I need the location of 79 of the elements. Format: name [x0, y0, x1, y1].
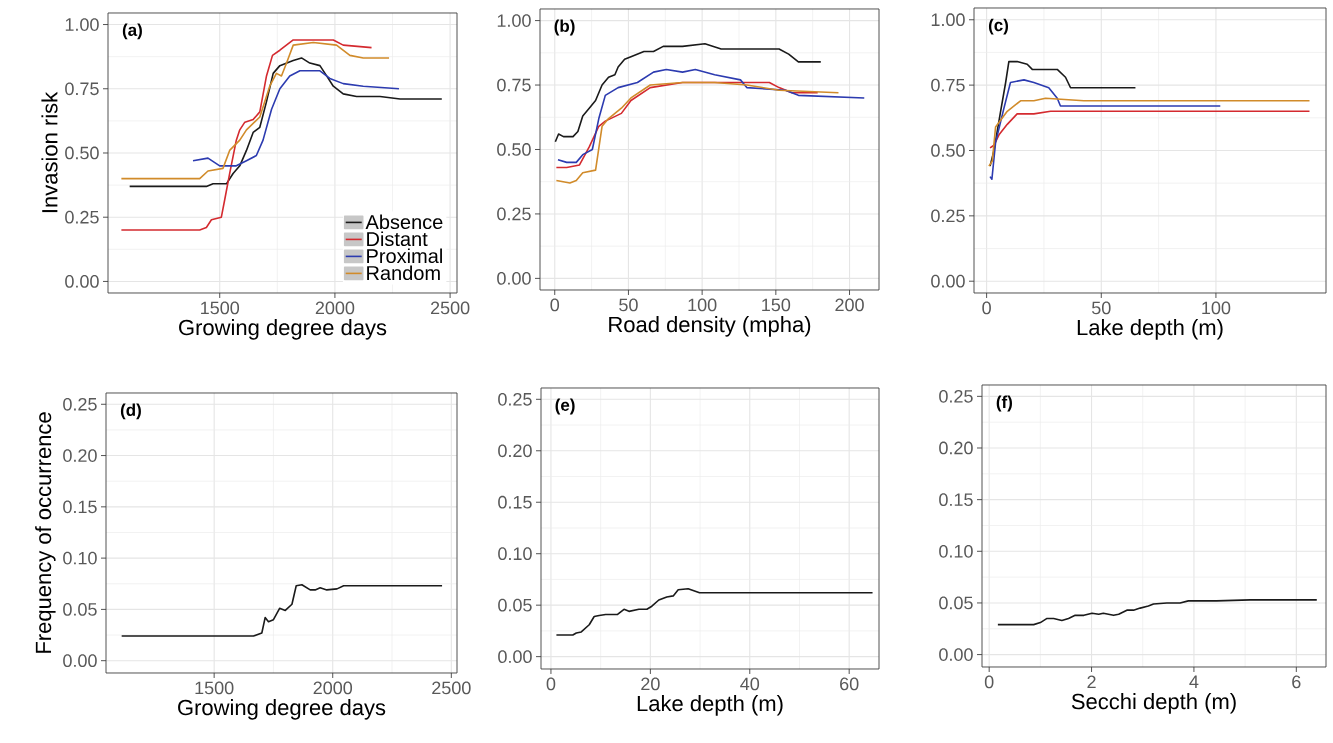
y-tick-label: 0.20 — [939, 441, 973, 455]
x-tick-label: 0 — [984, 675, 994, 689]
x-axis-title: Growing degree days — [178, 699, 386, 720]
x-tick-label: 100 — [688, 298, 717, 312]
y-tick-label: 0.25 — [931, 209, 965, 223]
x-tick-label: 0 — [550, 298, 560, 312]
y-tick-label: 0.50 — [931, 144, 965, 157]
y-tick-label: 0.50 — [65, 146, 99, 160]
line-series — [557, 68, 866, 164]
legend-label: Proximal — [367, 248, 442, 264]
y-tick-label: 0.25 — [498, 392, 532, 406]
y-tick-label: 0.75 — [65, 82, 99, 96]
y-tick-label: 0.00 — [939, 648, 973, 661]
x-tick-label: 2000 — [315, 301, 355, 315]
y-tick-label: 0.10 — [498, 547, 532, 561]
y-tick-label: 0.00 — [65, 275, 99, 288]
x-tick-label: 2000 — [313, 681, 353, 695]
x-tick-label: 20 — [641, 677, 660, 691]
text: (e) — [555, 398, 575, 415]
line-series — [988, 97, 1311, 167]
y-tick-label: 0.05 — [939, 596, 973, 610]
x-tick-label: 100 — [1202, 301, 1231, 315]
x-axis-title: Road density (mpha) — [609, 316, 811, 337]
x-tick-label: 2500 — [430, 301, 470, 315]
y-tick-label: 0.00 — [497, 272, 531, 285]
legend-label: Random — [367, 265, 440, 281]
x-tick-label: 0 — [982, 301, 991, 315]
y-tick-label: 0.15 — [939, 493, 973, 507]
x-tick-label: 2 — [1087, 675, 1096, 689]
y-tick-label: 0.25 — [497, 207, 531, 221]
y-tick-label: 0.25 — [63, 397, 97, 411]
y-tick-label: 0.00 — [931, 274, 965, 288]
y-tick-label: 0.25 — [939, 389, 973, 403]
x-axis-title: Growing degree days — [179, 319, 387, 340]
y-tick-label: 0.00 — [63, 654, 97, 668]
x-tick-label: 2500 — [432, 681, 471, 695]
y-tick-label: 0.15 — [498, 495, 532, 509]
y-tick-label: 1.00 — [65, 18, 99, 31]
x-axis-title: Lake depth (m) — [1077, 319, 1223, 340]
x-tick-label: 40 — [740, 677, 760, 691]
x-tick-label: 150 — [762, 298, 791, 312]
x-tick-label: 50 — [1091, 301, 1111, 315]
x-axis-title: Secchi depth (m) — [1071, 693, 1236, 714]
y-tick-label: 0.20 — [498, 444, 532, 458]
y-tick-label: 1.00 — [931, 13, 965, 27]
x-tick-label: 200 — [835, 298, 864, 312]
y-tick-label: 0.05 — [498, 598, 532, 612]
x-tick-label: 1500 — [195, 681, 234, 695]
text: (a) — [122, 23, 142, 40]
text: (c) — [988, 18, 1009, 35]
x-tick-label: 0 — [546, 677, 556, 691]
y-tick-label: 0.25 — [65, 210, 99, 224]
y-tick-label: 0.50 — [497, 143, 531, 156]
y-tick-label: 0.10 — [63, 551, 97, 565]
line-series — [120, 41, 390, 180]
y-tick-label: 0.05 — [63, 603, 97, 616]
y-tick-label: 0.75 — [497, 78, 531, 92]
x-tick-label: 1500 — [201, 301, 240, 315]
line-series — [555, 81, 840, 184]
y-tick-label: 0.75 — [931, 78, 965, 92]
text: (b) — [554, 19, 575, 36]
legend-label: Distant — [367, 231, 428, 247]
y-tick-label: 0.10 — [939, 544, 973, 558]
x-tick-label: 60 — [840, 677, 859, 691]
x-axis-title: Lake depth (m) — [637, 695, 783, 716]
y-tick-label: 1.00 — [497, 14, 531, 27]
x-tick-label: 6 — [1292, 675, 1301, 689]
y-tick-label: 0.15 — [63, 500, 97, 514]
text: (f) — [996, 395, 1012, 412]
y-tick-label: 0.20 — [63, 449, 97, 462]
line-series — [555, 587, 874, 636]
x-tick-label: 4 — [1189, 675, 1199, 688]
x-tick-label: 50 — [619, 298, 638, 312]
y-tick-label: 0.00 — [498, 650, 532, 663]
y-axis-title: Frequency of occurrence — [35, 412, 56, 653]
legend-label: Absence — [365, 214, 443, 230]
line-series — [192, 69, 400, 167]
text: (d) — [120, 403, 141, 420]
y-axis-title: Invasion risk — [41, 91, 58, 213]
